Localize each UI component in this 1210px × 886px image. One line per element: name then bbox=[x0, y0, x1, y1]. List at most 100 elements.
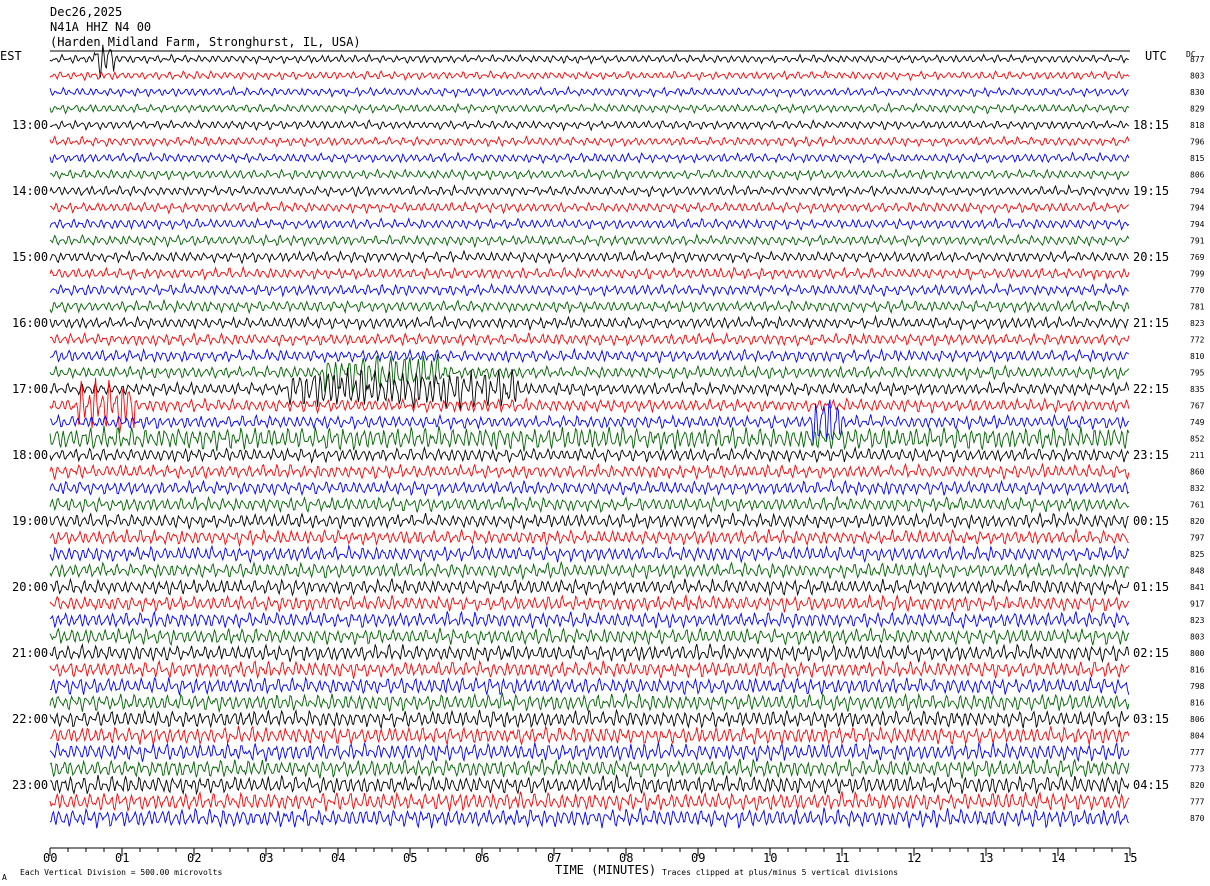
dc-offset-label: 917 bbox=[1190, 600, 1205, 609]
dc-offset-label: 211 bbox=[1190, 451, 1205, 460]
utc-hour-label: 20:15 bbox=[1133, 250, 1169, 264]
trace-row bbox=[49, 282, 1130, 298]
trace-row bbox=[49, 425, 1130, 452]
est-hour-label: 15:00 bbox=[12, 250, 48, 264]
dc-offset-label: 799 bbox=[1190, 270, 1205, 279]
dc-offset-label: 800 bbox=[1190, 649, 1205, 658]
dc-offset-label: 841 bbox=[1190, 583, 1205, 592]
trace-row bbox=[49, 478, 1130, 497]
dc-offset-label: 832 bbox=[1190, 484, 1205, 493]
dc-offset-label: 825 bbox=[1190, 550, 1205, 559]
x-tick-label: 03 bbox=[259, 851, 273, 865]
trace-row bbox=[49, 265, 1130, 282]
dc-offset-label: 820 bbox=[1190, 517, 1205, 526]
dc-offset-label: 815 bbox=[1190, 154, 1205, 163]
est-hour-labels: 13:00 14:00 15:00 16:00 17:00 18:00 19:00 20:00… bbox=[12, 118, 48, 792]
dc-offset-label: 860 bbox=[1190, 468, 1205, 477]
dc-offset-label: 770 bbox=[1190, 286, 1205, 295]
est-hour-label: 22:00 bbox=[12, 712, 48, 726]
trace-row bbox=[49, 445, 1130, 464]
trace-row bbox=[49, 560, 1130, 581]
x-tick-label: 13 bbox=[979, 851, 993, 865]
dc-label: DC bbox=[1186, 50, 1196, 59]
dc-offset-label: 798 bbox=[1190, 682, 1205, 691]
dc-offset-label: 816 bbox=[1190, 666, 1205, 675]
dc-offset-label: 818 bbox=[1190, 121, 1205, 130]
utc-hour-label: 03:15 bbox=[1133, 712, 1169, 726]
x-tick-label: 09 bbox=[691, 851, 705, 865]
trace-row bbox=[49, 593, 1130, 613]
trace-row bbox=[49, 758, 1130, 779]
x-tick-label: 04 bbox=[331, 851, 345, 865]
x-tick-label: 14 bbox=[1051, 851, 1065, 865]
trace-row bbox=[49, 233, 1130, 249]
dc-offset-label: 803 bbox=[1190, 633, 1205, 642]
x-tick-label: 10 bbox=[763, 851, 777, 865]
trace-row bbox=[49, 725, 1130, 746]
x-tick-label: 11 bbox=[835, 851, 849, 865]
left-timezone-label: EST bbox=[0, 49, 22, 63]
trace-row bbox=[49, 659, 1130, 680]
dc-offset-label: 791 bbox=[1190, 237, 1205, 246]
dc-offset-label: 749 bbox=[1190, 418, 1205, 427]
x-tick-label: 06 bbox=[475, 851, 489, 865]
dc-offset-label: 803 bbox=[1190, 72, 1205, 81]
dc-offset-label: 870 bbox=[1190, 814, 1205, 823]
trace-row bbox=[49, 577, 1130, 597]
utc-hour-label: 23:15 bbox=[1133, 448, 1169, 462]
est-hour-label: 23:00 bbox=[12, 778, 48, 792]
utc-hour-labels: 18:15 19:15 20:15 21:15 22:15 23:15 00:15 01:15… bbox=[1133, 118, 1169, 792]
trace-row bbox=[49, 462, 1130, 481]
dc-offset-label: 835 bbox=[1190, 385, 1205, 394]
trace-row bbox=[49, 627, 1130, 647]
dc-offset-label: 767 bbox=[1190, 402, 1205, 411]
header-station: N41A HHZ N4 00 bbox=[50, 20, 151, 34]
dc-offset-label: 777 bbox=[1190, 798, 1205, 807]
dc-offset-label: 823 bbox=[1190, 319, 1205, 328]
dc-offset-label: 848 bbox=[1190, 567, 1205, 576]
trace-row bbox=[49, 151, 1130, 165]
utc-hour-label: 21:15 bbox=[1133, 316, 1169, 330]
trace-row bbox=[49, 85, 1129, 99]
trace-row bbox=[49, 527, 1129, 548]
dc-offset-label: 830 bbox=[1190, 88, 1205, 97]
clip-note: Traces clipped at plus/minus 5 vertical … bbox=[662, 868, 898, 877]
dc-offset-label: 877 bbox=[1190, 55, 1205, 64]
x-tick-label: 12 bbox=[907, 851, 921, 865]
trace-row bbox=[49, 249, 1130, 265]
x-tick-label: 15 bbox=[1123, 851, 1137, 865]
est-hour-label: 14:00 bbox=[12, 184, 48, 198]
trace-row bbox=[49, 544, 1130, 564]
trace-row bbox=[49, 377, 1130, 434]
dc-offset-label: 804 bbox=[1190, 732, 1205, 741]
trace-row bbox=[49, 134, 1130, 148]
x-tick-label: 05 bbox=[403, 851, 417, 865]
right-timezone-label: UTC bbox=[1145, 49, 1167, 63]
trace-row bbox=[49, 168, 1130, 182]
utc-hour-label: 01:15 bbox=[1133, 580, 1169, 594]
trace-row bbox=[49, 676, 1130, 696]
trace-row bbox=[49, 741, 1130, 763]
trace-row bbox=[49, 314, 1129, 332]
x-tick-label: 07 bbox=[547, 851, 561, 865]
scale-note: Each Vertical Division = 500.00 microvol… bbox=[20, 868, 222, 877]
trace-row bbox=[49, 708, 1130, 730]
dc-offset-label: 794 bbox=[1190, 187, 1205, 196]
corner-mark: A bbox=[2, 873, 7, 882]
dc-offset-label: 796 bbox=[1190, 138, 1205, 147]
trace-row bbox=[49, 790, 1130, 813]
utc-hour-label: 04:15 bbox=[1133, 778, 1169, 792]
est-hour-label: 16:00 bbox=[12, 316, 48, 330]
trace-row bbox=[49, 102, 1130, 115]
est-hour-label: 17:00 bbox=[12, 382, 48, 396]
dc-offset-label: 794 bbox=[1190, 220, 1205, 229]
est-hour-label: 20:00 bbox=[12, 580, 48, 594]
x-tick-label: 02 bbox=[187, 851, 201, 865]
est-hour-label: 13:00 bbox=[12, 118, 48, 132]
x-axis: 00 01 02 03 04 05 06 07 08 09 10 11 12 13 14 15 bbox=[43, 847, 1137, 865]
trace-row bbox=[49, 511, 1130, 531]
utc-hour-label: 18:15 bbox=[1133, 118, 1169, 132]
x-tick-label: 08 bbox=[619, 851, 633, 865]
trace-row bbox=[49, 399, 1130, 445]
dc-offset-label: 777 bbox=[1190, 748, 1205, 757]
